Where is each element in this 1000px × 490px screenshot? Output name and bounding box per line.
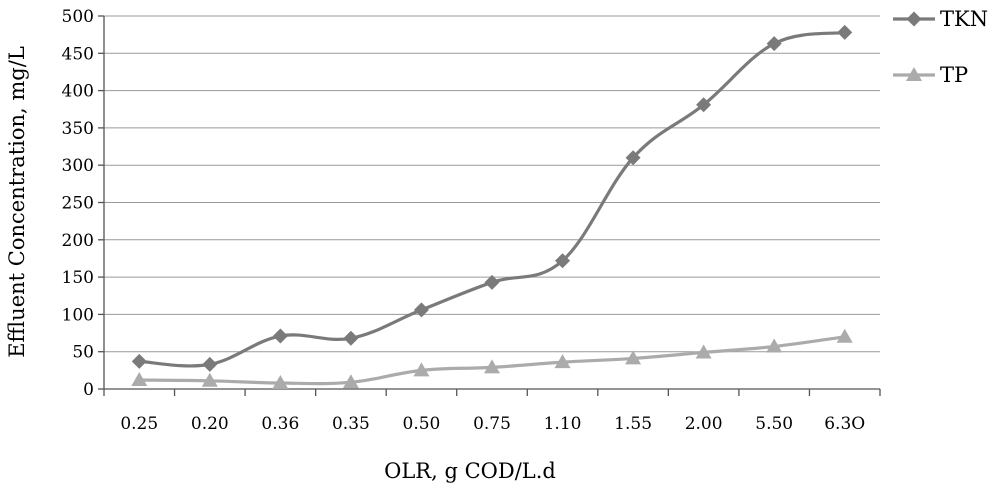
x-tick-label: 1.10 — [544, 414, 582, 434]
y-tick-label: 350 — [62, 119, 94, 139]
tkn-point — [837, 24, 853, 40]
tkn-point — [625, 150, 641, 166]
y-tick-label: 200 — [62, 231, 94, 251]
y-tick-label: 0 — [83, 380, 94, 400]
x-axis-ticks: 0.25 0.20 0.36 0.35 0.50 0.75 1.10 1.55 2.00 5.50… — [120, 414, 865, 434]
legend-label: TKN — [940, 7, 988, 31]
tkn-point — [343, 330, 359, 346]
y-tick-label: 150 — [62, 268, 94, 288]
x-tick-label: 5.50 — [755, 414, 793, 434]
legend: TKN TP — [893, 7, 988, 87]
legend-swatch-marker — [906, 67, 922, 81]
tp-point — [131, 372, 148, 387]
y-tick-label: 50 — [72, 343, 94, 363]
tp-point — [272, 375, 289, 390]
y-axis-ticks: 0 50 100 150 200 250 300 350 400 450 500 — [62, 7, 94, 400]
tkn-point — [696, 97, 712, 113]
x-tick-label: 0.35 — [332, 414, 370, 434]
x-tick-label: 0.36 — [261, 414, 299, 434]
legend-swatch-marker — [906, 11, 922, 27]
tkn-point — [766, 36, 782, 52]
tp-point — [554, 354, 571, 369]
x-tick-label: 6.3O — [824, 414, 865, 434]
x-tick-label: 0.50 — [403, 414, 441, 434]
series-tp — [131, 328, 853, 390]
tp-point — [342, 374, 359, 389]
axes — [98, 15, 881, 396]
x-tick-label: 0.25 — [120, 414, 158, 434]
y-tick-label: 100 — [62, 305, 94, 325]
series-tkn — [131, 24, 853, 372]
tp-point — [484, 359, 500, 374]
x-tick-label: 2.00 — [685, 414, 723, 434]
x-tick-label: 0.20 — [191, 414, 229, 434]
x-axis-label: OLR, g COD/L.d — [384, 459, 556, 483]
y-tick-label: 300 — [62, 156, 94, 176]
tp-point — [413, 362, 430, 377]
tkn-point — [272, 328, 288, 344]
tkn-point — [484, 274, 500, 290]
tkn-point — [202, 356, 218, 372]
tp-point — [695, 344, 712, 359]
legend-item-tkn: TKN — [893, 7, 988, 31]
tp-point — [766, 338, 783, 353]
tp-point — [836, 328, 853, 343]
x-tick-label: 0.75 — [473, 414, 511, 434]
y-tick-label: 450 — [62, 44, 94, 64]
tp-point — [625, 350, 642, 365]
tkn-line — [137, 30, 847, 368]
gridlines — [104, 15, 880, 353]
y-tick-label: 400 — [62, 82, 94, 102]
y-tick-label: 500 — [62, 7, 94, 27]
data-series — [131, 24, 853, 390]
tkn-point — [413, 302, 429, 318]
x-tick-label: 1.55 — [614, 414, 652, 434]
legend-item-tp: TP — [893, 63, 968, 87]
tkn-point — [131, 353, 147, 369]
legend-label: TP — [940, 63, 968, 87]
y-tick-label: 250 — [62, 194, 94, 214]
tp-point — [201, 372, 218, 387]
y-axis-label: Effluent Concentration, mg/L — [5, 46, 29, 358]
tkn-point — [555, 253, 571, 269]
